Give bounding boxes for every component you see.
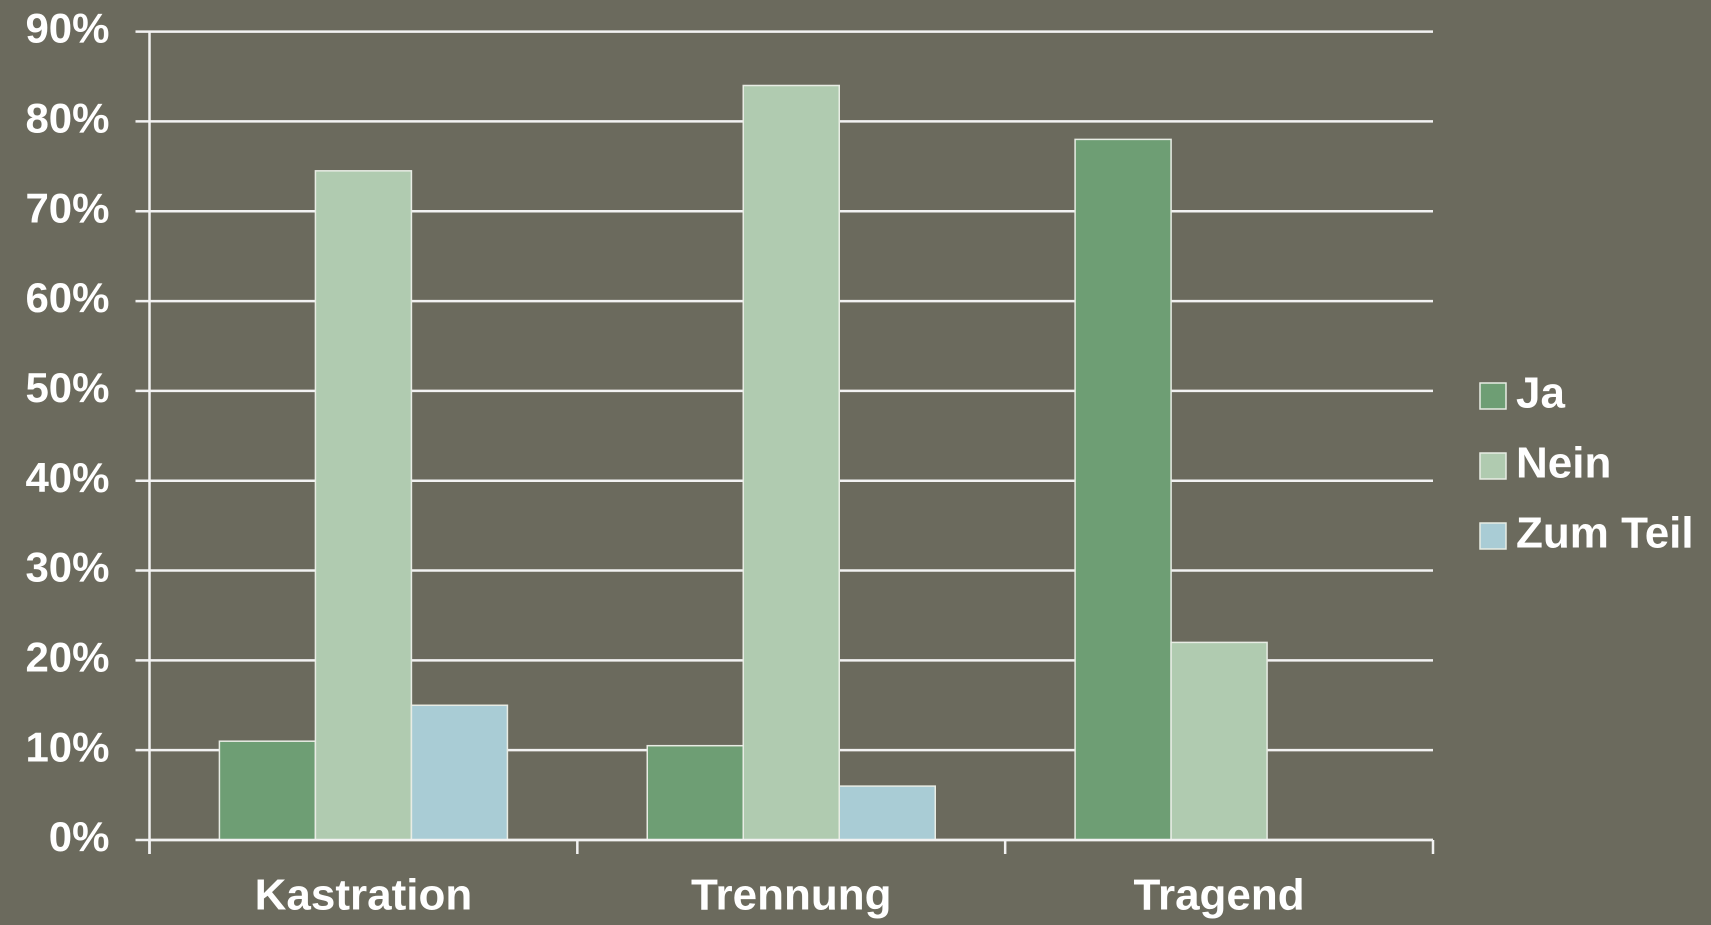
- y-tick-label: 90%: [25, 5, 109, 52]
- bar: [646, 744, 744, 841]
- y-tick-label: 70%: [25, 184, 109, 231]
- y-tick-label: 80%: [25, 95, 109, 142]
- y-tick-label: 60%: [25, 274, 109, 321]
- x-tick-label: Kastration: [255, 871, 473, 920]
- legend-swatch: [1479, 452, 1507, 480]
- legend-swatch: [1479, 522, 1507, 550]
- y-tick-label: 40%: [25, 454, 109, 501]
- bar: [314, 170, 413, 841]
- bar: [410, 704, 509, 841]
- x-tick-label: Trennung: [691, 871, 891, 920]
- legend-label: Zum Teil: [1516, 509, 1694, 558]
- bar: [838, 785, 936, 841]
- y-tick-label: 20%: [25, 633, 109, 680]
- x-tick-label: Tragend: [1134, 871, 1305, 920]
- bar: [1170, 641, 1268, 841]
- legend-label: Nein: [1516, 439, 1611, 488]
- legend-label: Ja: [1516, 369, 1565, 418]
- bar: [742, 84, 840, 841]
- y-tick-label: 0%: [49, 813, 110, 860]
- y-tick-label: 50%: [25, 364, 109, 411]
- bar: [218, 740, 317, 841]
- legend-swatch: [1479, 382, 1507, 410]
- y-tick-label: 30%: [25, 544, 109, 591]
- bar: [1074, 138, 1172, 841]
- y-tick-label: 10%: [25, 723, 109, 770]
